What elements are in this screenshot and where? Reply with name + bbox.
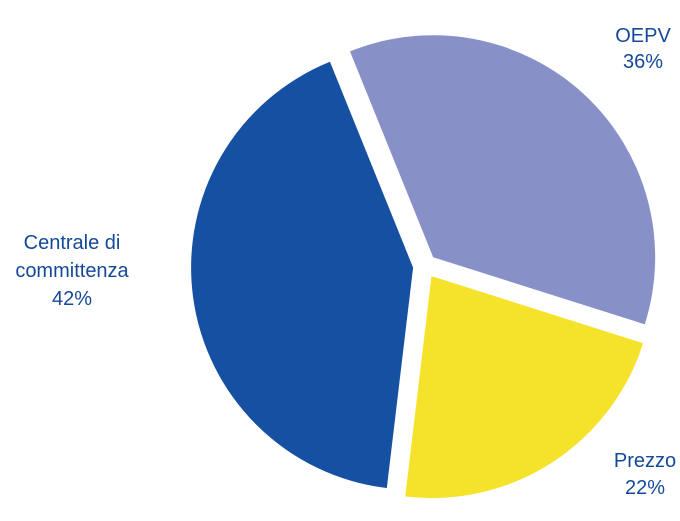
slice-label-oepv: OEPV xyxy=(615,25,671,47)
pie-slices xyxy=(191,35,655,498)
slice-value-centrale: 42% xyxy=(52,288,92,310)
slice-name-centrale-line2: committenza xyxy=(15,260,129,282)
slice-name-prezzo: Prezzo xyxy=(614,450,676,472)
slice-value-prezzo: 22% xyxy=(625,477,665,499)
slice-name-centrale-line1: Centrale di xyxy=(24,232,121,254)
slice-name-oepv: OEPV xyxy=(615,25,671,47)
pie-slice-centrale xyxy=(191,62,413,488)
slice-value-oepv: 36% xyxy=(623,51,663,73)
